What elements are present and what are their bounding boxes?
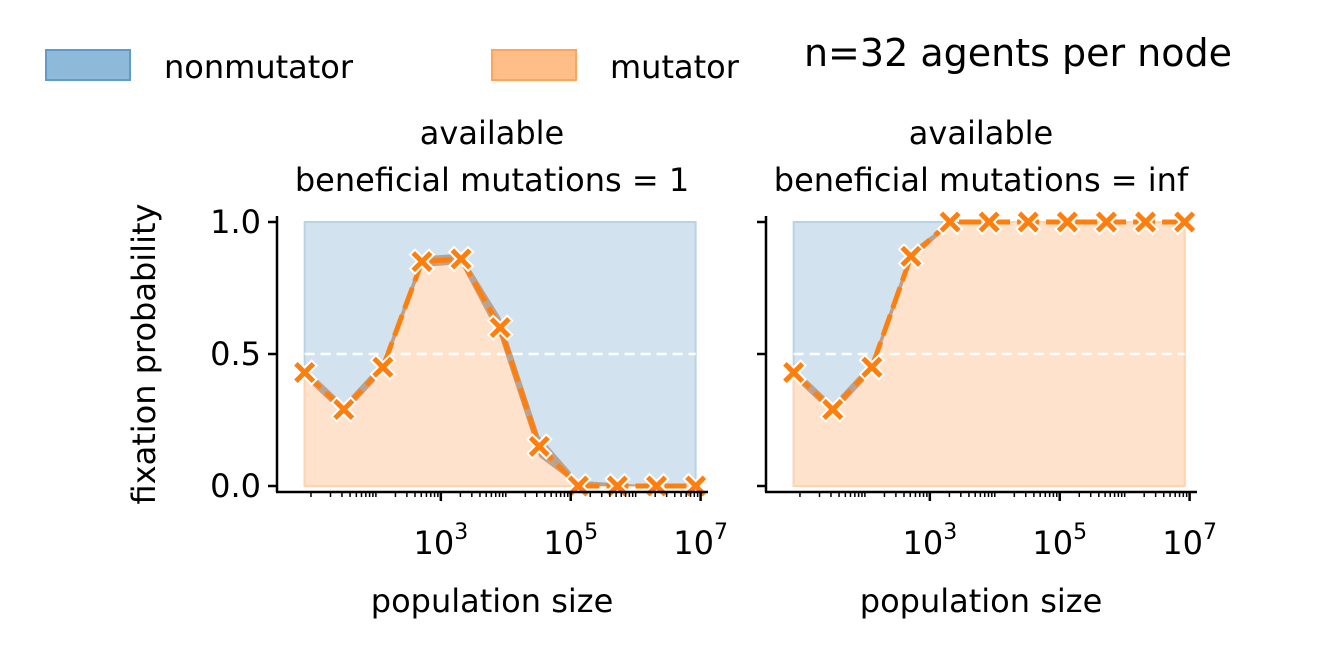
legend-entry-mutator: mutator (491, 48, 740, 86)
panel-beneficial-inf: available beneficial mutations = inf 103… (757, 114, 1217, 620)
data-point (525, 433, 553, 460)
legend-swatch-mutator (491, 49, 577, 81)
data-point (819, 396, 847, 423)
x-tick-label: 103 (902, 520, 957, 562)
series-line (302, 256, 696, 489)
x-tick-label: 105 (543, 520, 598, 562)
data-point (897, 242, 925, 270)
panel-beneficial-1: available beneficial mutations = 1 0.00.… (125, 114, 728, 620)
x-axis-label: population size (860, 582, 1103, 620)
y-axis-label: fixation probability (125, 204, 163, 505)
data-point (486, 314, 514, 341)
data-point (780, 359, 808, 386)
legend-label-nonmutator: nonmutator (164, 48, 354, 86)
y-tick-label: 1.0 (210, 203, 261, 241)
data-point (447, 245, 475, 273)
panel-title-line1: available (420, 114, 564, 152)
data-point (1093, 208, 1120, 236)
x-tick-label: 103 (413, 520, 468, 562)
data-point (604, 472, 631, 500)
panel-title-line2: beneficial mutations = 1 (295, 161, 689, 199)
x-tick-label: 107 (673, 520, 728, 562)
legend-label-mutator: mutator (610, 48, 740, 86)
x-axis-label: population size (371, 582, 614, 620)
data-point (975, 208, 1003, 236)
legend: nonmutator mutator (45, 48, 740, 86)
data-point (936, 208, 964, 236)
panel-title-line1: available (909, 114, 1053, 152)
y-tick-label: 0.5 (210, 335, 261, 373)
confidence-band (304, 253, 696, 486)
data-point (408, 248, 436, 275)
data-point (1053, 208, 1081, 236)
plot-area: 103 105 107 (757, 208, 1217, 562)
data-point (291, 359, 319, 386)
x-tick-label: 105 (1032, 520, 1087, 562)
panel-title-line2: beneficial mutations = inf (774, 161, 1189, 199)
y-tick-label: 0.0 (210, 467, 261, 505)
data-point (682, 472, 710, 500)
data-point (643, 472, 670, 500)
data-point (1171, 208, 1199, 236)
legend-swatch-nonmutator (45, 49, 131, 81)
data-point (564, 472, 592, 500)
data-point (1132, 208, 1159, 236)
data-point (1014, 208, 1042, 236)
data-point (858, 353, 886, 381)
x-tick-label: 107 (1162, 520, 1217, 562)
data-point (330, 396, 358, 423)
data-point (369, 353, 397, 381)
figure-title: n=32 agents per node (804, 31, 1232, 75)
legend-entry-nonmutator: nonmutator (45, 48, 354, 86)
plot-area: 0.0 0.5 1.0 103 105 107 (210, 203, 728, 562)
